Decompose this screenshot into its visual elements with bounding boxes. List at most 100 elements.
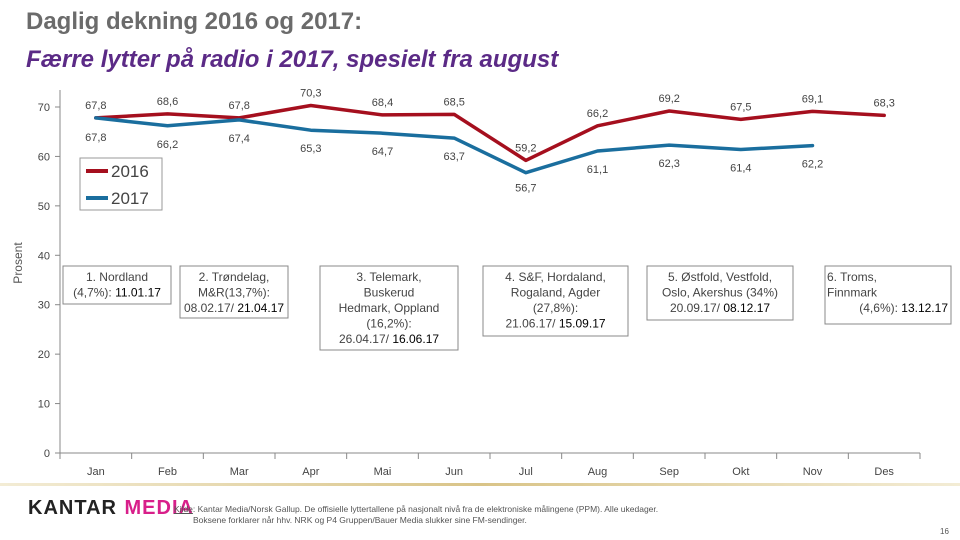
data-label-2017: 65,3 — [300, 143, 321, 155]
annotation-box — [62, 265, 172, 305]
annotation-text: 2. Trøndelag, — [199, 270, 270, 284]
annotation-date-prefix: 26.04.17/ — [339, 332, 392, 346]
annotation-text: M&R(13,7%): — [198, 286, 270, 300]
data-label-2016: 68,5 — [443, 96, 464, 108]
data-label-2016: 66,2 — [587, 108, 608, 120]
data-label-2016: 67,8 — [228, 100, 249, 112]
annotation-dates: (4,6%): 13.12.17 — [859, 301, 948, 315]
annotation-box — [646, 265, 794, 321]
y-tick-label: 60 — [38, 151, 50, 163]
annotation-text: Hedmark, Oppland — [339, 301, 440, 315]
data-label-2016: 68,4 — [372, 97, 393, 109]
kantar-media-logo: KANTAR MEDIA — [28, 497, 194, 519]
data-label-2017: 64,7 — [372, 146, 393, 158]
data-label-2016: 67,8 — [85, 100, 106, 112]
x-tick-label: Okt — [732, 466, 749, 478]
annotation-date-end: 08.12.17 — [723, 301, 770, 315]
annotation-text: (16,2%): — [366, 317, 411, 331]
annotation-date-end: 15.09.17 — [559, 317, 606, 331]
data-label-2017: 67,8 — [85, 132, 106, 144]
series-lines — [94, 103, 886, 175]
series-line-2016 — [94, 103, 886, 163]
y-tick-label: 30 — [38, 300, 50, 312]
data-label-2017: 67,4 — [228, 133, 249, 145]
annotation-box — [319, 265, 459, 351]
annotation-text: 4. S&F, Hordaland, — [505, 270, 606, 284]
x-tick-label: Mai — [374, 466, 392, 478]
y-tick-label: 50 — [38, 201, 50, 213]
annotation-date-prefix: 21.06.17/ — [505, 317, 558, 331]
x-tick-label: Sep — [659, 466, 679, 478]
annotation-box — [179, 265, 289, 319]
x-tick-label: Jul — [519, 466, 533, 478]
annotation-box — [482, 265, 629, 337]
data-label-2016: 69,2 — [658, 93, 679, 105]
legend-box — [79, 157, 163, 211]
y-tick-label: 40 — [38, 250, 50, 262]
annotation-text: 6. Troms, — [827, 270, 877, 284]
source-line-2: Boksene forklarer når hhv. NRK og P4 Gru… — [193, 515, 527, 525]
annotation-box — [824, 265, 952, 325]
x-tick-label: Des — [874, 466, 894, 478]
annotation-text: 1. Nordland — [86, 270, 148, 284]
y-axis-label: Prosent — [11, 242, 25, 284]
data-label-2016: 68,3 — [873, 97, 894, 109]
annotation-dates: 21.06.17/ 15.09.17 — [505, 317, 605, 331]
data-label-2016: 67,5 — [730, 101, 751, 113]
data-label-2017: 62,3 — [658, 158, 679, 170]
y-ticks: 0 10 20 30 40 50 60 70 — [38, 102, 60, 460]
annotation-date-end: 11.01.17 — [115, 286, 161, 300]
y-tick-label: 10 — [38, 399, 50, 411]
x-ticks: Jan Feb Mar Apr Mai Jun Jul Aug Sep Okt Nov Des — [59, 453, 921, 478]
y-tick-label: 20 — [38, 349, 50, 361]
data-label-2017: 56,7 — [515, 183, 536, 195]
annotation-text: Rogaland, Agder — [511, 286, 600, 300]
page-number: 16 — [940, 527, 949, 536]
data-label-2016: 69,1 — [802, 93, 823, 105]
annotation-dates: 26.04.17/ 16.06.17 — [339, 332, 439, 346]
annotation-date-end: 13.12.17 — [901, 301, 948, 315]
x-tick-label: Jan — [87, 466, 105, 478]
legend: 2016 2017 — [79, 157, 163, 211]
annotation-date-prefix: 20.09.17/ — [670, 301, 723, 315]
annotation-text: (27,8%): — [533, 301, 578, 315]
data-label-2017: 61,1 — [587, 164, 608, 176]
annotation-date-prefix: (4,6%): — [859, 301, 901, 315]
annotation-dates: 08.02.17/ 21.04.17 — [184, 301, 284, 315]
annotation-date-prefix: 08.02.17/ — [184, 301, 237, 315]
slide-title: Daglig dekning 2016 og 2017: — [26, 8, 363, 35]
source-note: Kilde: Kantar Media/Norsk Gallup. De off… — [174, 504, 658, 526]
annotation-text: Oslo, Akershus (34%) — [662, 286, 778, 300]
x-tick-label: Feb — [158, 466, 177, 478]
x-tick-label: Aug — [588, 466, 608, 478]
legend-label-2016: 2016 — [111, 162, 149, 181]
data-label-2016: 59,2 — [515, 142, 536, 154]
slide-subtitle: Færre lytter på radio i 2017, spesielt f… — [26, 46, 559, 73]
source-label: Kilde — [174, 504, 193, 514]
annotation-text: Buskerud — [364, 286, 415, 300]
x-tick-label: Apr — [302, 466, 319, 478]
source-line-1: : Kantar Media/Norsk Gallup. De offisiel… — [192, 504, 659, 514]
annotation-text: 3. Telemark, — [356, 270, 421, 284]
annotation-dates: 20.09.17/ 08.12.17 — [670, 301, 770, 315]
data-label-2017: 61,4 — [730, 163, 751, 175]
data-label-2017: 66,2 — [157, 139, 178, 151]
x-tick-label: Nov — [803, 466, 823, 478]
annotation-date-end: 16.06.17 — [392, 332, 439, 346]
annotation-text: 5. Østfold, Vestfold, — [668, 270, 772, 284]
annotation-dates: (4,7%): 11.01.17 — [73, 286, 161, 300]
x-tick-label: Jun — [445, 466, 463, 478]
annotation-text: Finnmark — [827, 286, 878, 300]
annotation-date-end: 21.04.17 — [237, 301, 284, 315]
data-label-2017: 63,7 — [443, 151, 464, 163]
data-label-2016: 68,6 — [157, 96, 178, 108]
y-tick-label: 70 — [38, 102, 50, 114]
footer-divider — [0, 483, 960, 486]
legend-label-2017: 2017 — [111, 189, 149, 208]
data-label-2016: 70,3 — [300, 88, 321, 100]
data-labels: 67,8 67,8 68,6 66,2 67,8 67,4 70,3 65,3 68,4 64,7… — [85, 88, 895, 195]
annotations: 1. Nordland (4,7%): 11.01.17 2. Trøndelag,… — [62, 265, 952, 351]
data-label-2017: 62,2 — [802, 159, 823, 171]
series-line-2017 — [94, 116, 815, 175]
